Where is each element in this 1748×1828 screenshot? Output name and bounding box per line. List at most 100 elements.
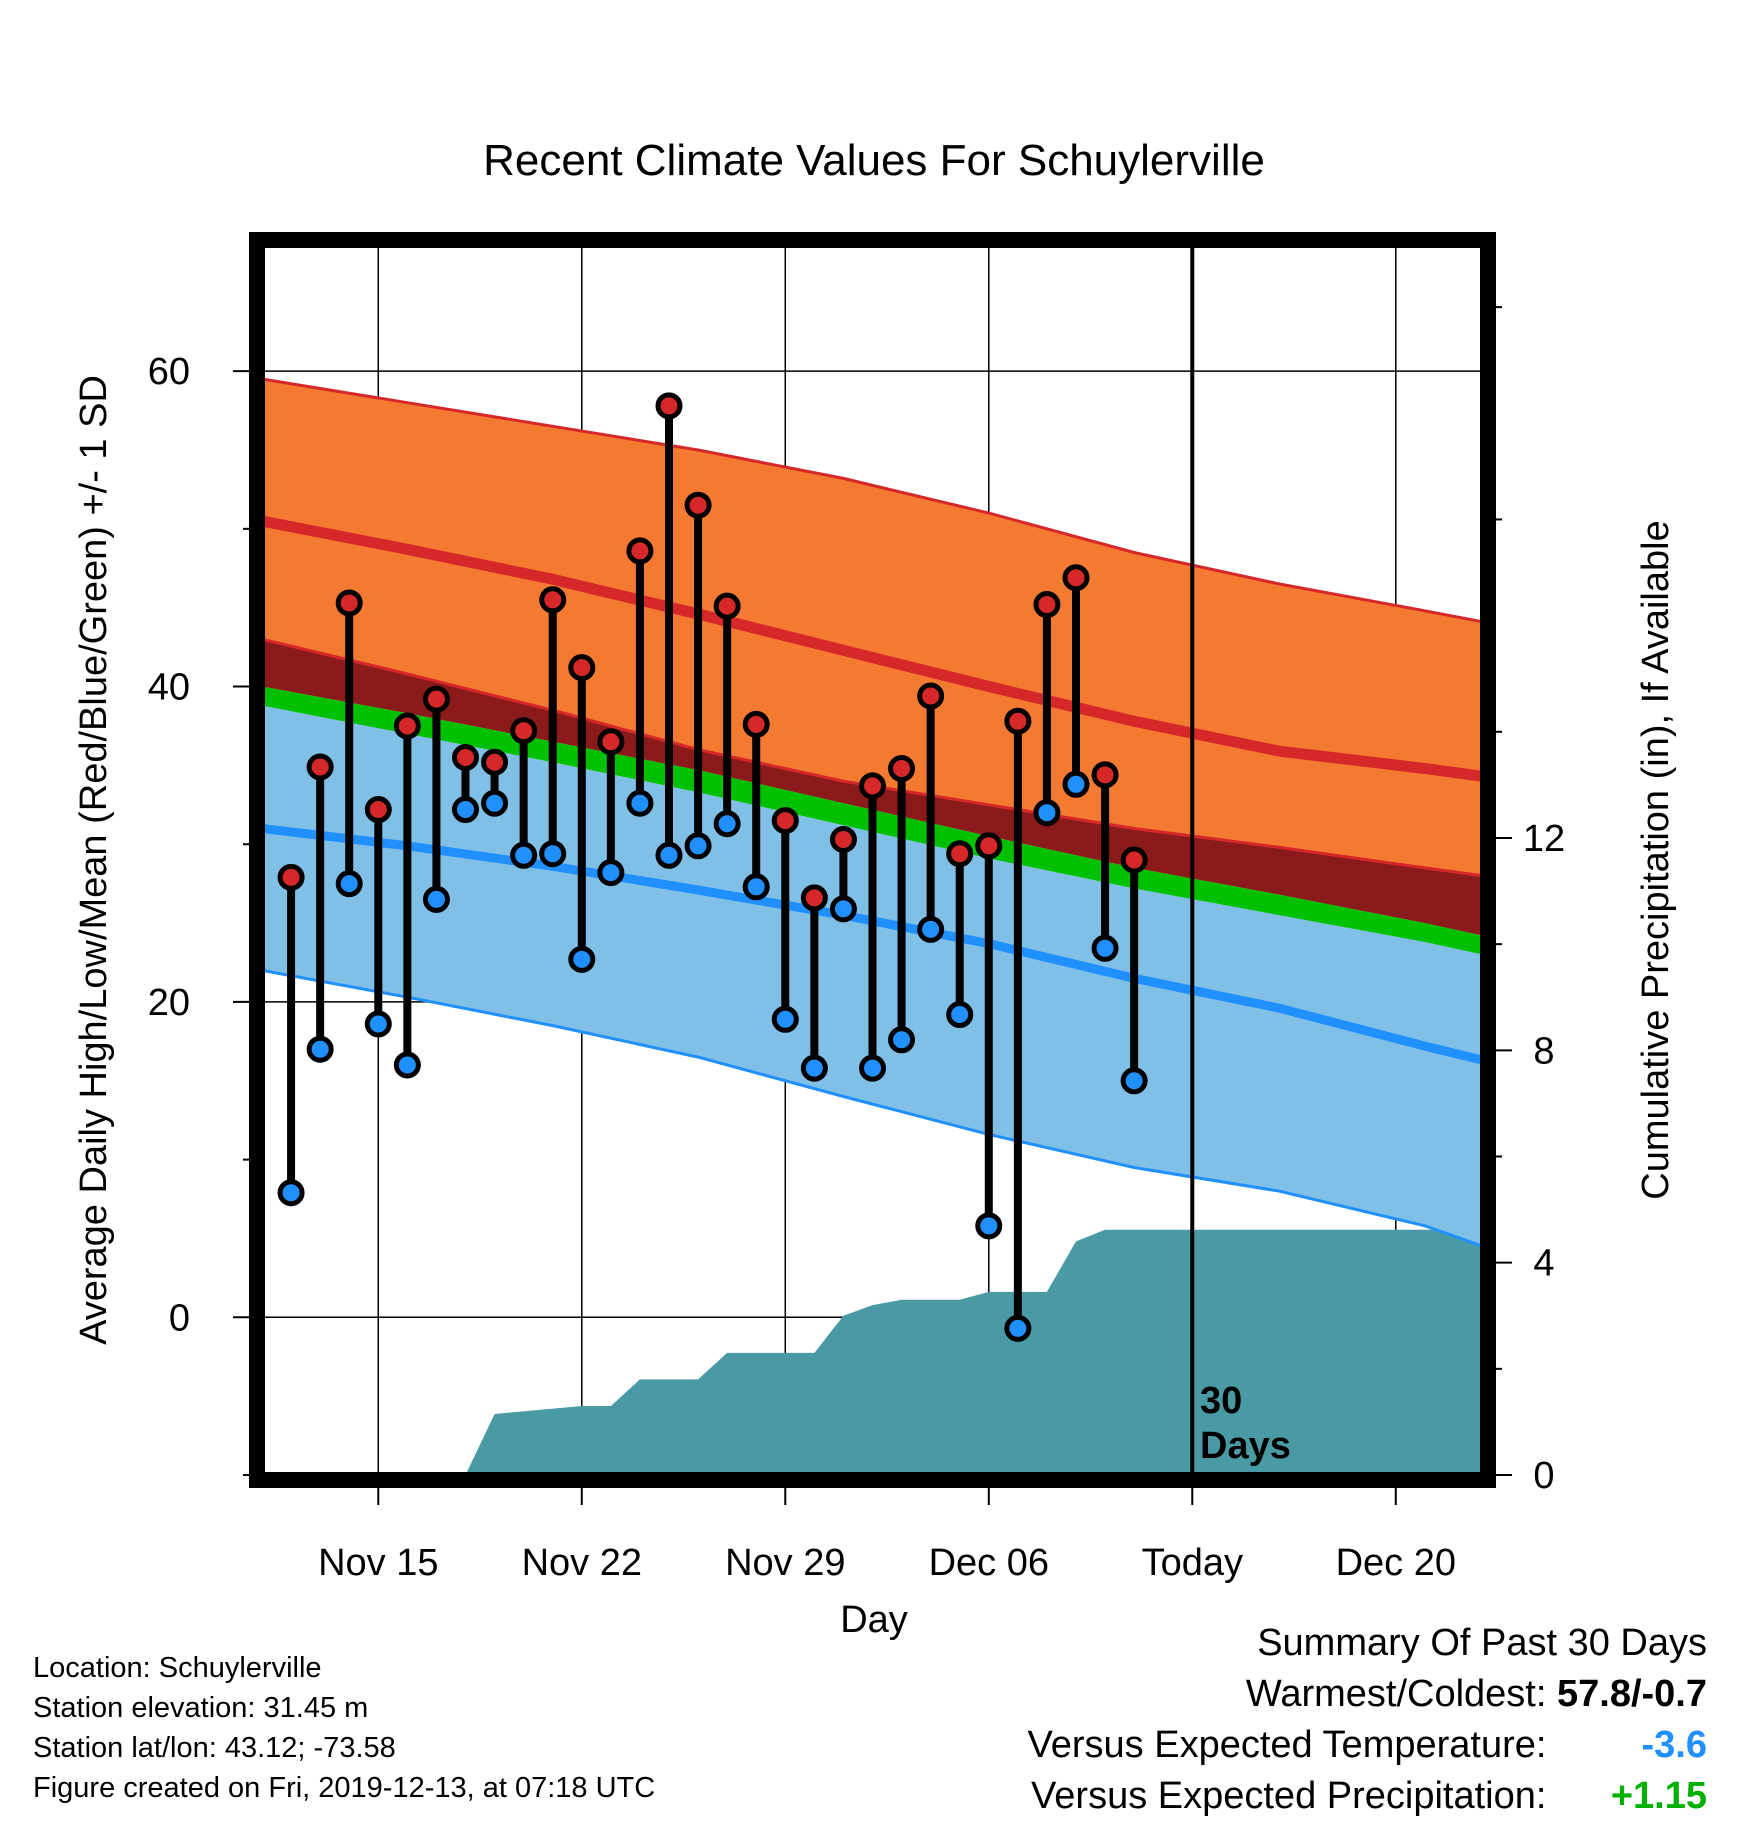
daily-low-marker [539,840,567,868]
x-axis-label: Day [840,1599,908,1641]
warm-cold-label: Warmest/Coldest: [1245,1673,1547,1715]
y2-tick-label: 0 [1533,1455,1554,1497]
elevation-text: Station elevation: 31.45 m [33,1692,369,1724]
daily-low-marker [1033,799,1061,827]
y-tick-label: 20 [148,982,190,1024]
y-tick-label: 60 [148,351,190,393]
daily-high-marker [713,592,741,620]
daily-low-marker [626,789,654,817]
x-tick-label: Nov 22 [522,1542,642,1584]
y2-tick-label: 4 [1533,1243,1554,1285]
today-days-label-2: Days [1200,1425,1291,1467]
daily-high-marker [888,755,916,783]
daily-high-marker [364,796,392,824]
daily-low-marker [568,945,596,973]
daily-low-marker [306,1035,334,1063]
daily-low-marker [1120,1067,1148,1095]
chart-title: Recent Climate Values For Schuylerville [483,136,1265,185]
y2-axis-ticks: 0 4 8 12 [1495,306,1565,1497]
daily-high-marker [626,537,654,565]
y-tick-label: 0 [169,1297,190,1339]
daily-low-marker [829,895,857,923]
high-plus-sd-line [262,377,1483,624]
y-axis-ticks: 0 20 40 60 [148,351,250,1476]
temp-departure-label: Versus Expected Temperature: [1027,1724,1547,1766]
low-minus-sd-line [262,968,1483,1248]
daily-low-marker [481,789,509,817]
daily-low-marker [1091,934,1119,962]
x-axis-ticks: Nov 15 Nov 22 Nov 29 Dec 06 Today Dec 20 [318,1488,1456,1584]
daily-low-marker [917,915,945,943]
daily-high-marker [568,654,596,682]
warm-cold-value: 57.8/-0.7 [1557,1673,1707,1715]
y-axis-label: Average Daily High/Low/Mean (Red/Blue/Gr… [73,375,115,1345]
daily-low-marker [1004,1314,1032,1342]
temp-departure-value: -3.6 [1641,1724,1707,1766]
x-tick-label: Dec 20 [1336,1542,1456,1584]
low-mean-line [262,824,1483,1065]
daily-high-marker [975,832,1003,860]
latlon-text: Station lat/lon: 43.12; -73.58 [33,1732,396,1764]
daily-marks [277,0,1174,1342]
daily-high-marker [859,772,886,800]
daily-low-marker [422,885,450,913]
daily-high-marker [917,682,945,710]
daily-high-marker [742,710,770,738]
daily-high-marker [771,807,799,835]
y2-tick-label: 12 [1523,818,1565,860]
daily-low-marker [888,1026,916,1054]
daily-high-marker [422,685,450,713]
summary-panel: Summary Of Past 30 Days Warmest/Coldest:… [1028,1618,1707,1822]
station-info: Location: Schuylerville Station elevatio… [33,1648,655,1808]
daily-high-marker [481,748,509,776]
daily-low-marker [655,841,683,869]
daily-low-marker [859,1054,886,1082]
created-text: Figure created on Fri, 2019-12-13, at 07… [33,1772,656,1804]
x-tick-label: Today [1142,1542,1243,1584]
daily-high-marker [1062,564,1090,592]
daily-high-marker [597,728,625,756]
today-days-label: 30 [1200,1380,1242,1422]
daily-high-marker [946,840,974,868]
high-sd-band [262,379,1483,876]
daily-low-marker [335,870,363,898]
daily-high-marker [510,717,538,745]
daily-high-marker [306,753,334,781]
daily-high-marker [1004,707,1032,735]
plot-area [262,0,1483,1475]
daily-high-marker [393,712,421,740]
daily-high-marker [452,744,479,771]
x-tick-label: Nov 15 [318,1542,438,1584]
daily-low-marker [742,873,770,901]
daily-low-marker [597,859,625,887]
daily-high-marker [1120,846,1148,874]
daily-low-marker [510,841,538,869]
x-tick-label: Nov 29 [725,1542,845,1584]
location-text: Location: Schuylerville [33,1652,322,1684]
daily-low-marker [1062,770,1090,798]
daily-high-marker [800,884,828,912]
high-mean-line [262,515,1483,782]
daily-high-marker [1152,0,1174,11]
daily-high-marker [539,586,567,614]
daily-high-marker [1091,761,1119,789]
precip-departure-value: +1.15 [1610,1775,1707,1817]
precip-area [262,1229,1483,1475]
y2-tick-label: 8 [1533,1030,1554,1072]
plot-frame [249,232,1496,1488]
daily-low-marker [713,810,741,838]
daily-low-marker [946,1001,974,1029]
y-tick-label: 40 [148,667,190,709]
daily-high-marker [655,392,683,420]
daily-high-marker [277,863,305,891]
precip-departure-label: Versus Expected Precipitation: [1031,1775,1547,1817]
daily-low-marker [393,1051,421,1079]
daily-high-marker [829,826,857,853]
daily-high-marker [684,491,712,519]
x-tick-label: Dec 06 [929,1542,1049,1584]
daily-low-marker [771,1005,799,1033]
daily-high-marker [1033,591,1061,619]
summary-title: Summary Of Past 30 Days [1257,1622,1707,1664]
daily-low-marker [684,832,712,860]
